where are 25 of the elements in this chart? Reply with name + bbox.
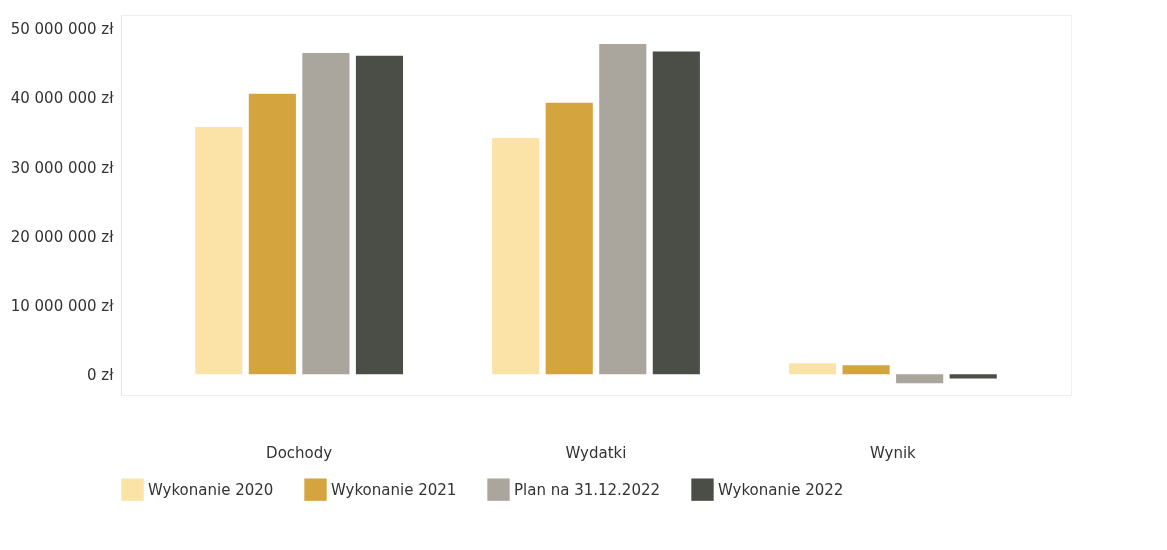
bar [355,55,404,375]
y-tick-label: 30 000 000 zł [10,158,115,177]
legend-label: Wykonanie 2022 [718,480,844,499]
bar [652,51,700,375]
bar [248,93,296,375]
bar [545,102,593,375]
bar [302,53,350,375]
y-tick-label: 0 zł [87,365,115,384]
legend-label: Wykonanie 2020 [148,480,274,499]
bar [842,365,890,375]
legend-label: Wykonanie 2021 [331,480,457,499]
x-tick-label: Wynik [869,443,917,462]
y-tick-label: 50 000 000 zł [10,20,115,39]
legend-label: Plan na 31.12.2022 [514,480,661,499]
bar [788,363,837,375]
y-tick-label: 20 000 000 zł [10,227,115,246]
x-tick-label: Wydatki [565,443,627,462]
y-tick-label: 10 000 000 zł [10,296,115,315]
bar [195,126,243,375]
y-tick-label: 40 000 000 zł [10,89,115,108]
bar [949,374,997,379]
x-tick-label: Dochody [266,443,333,462]
bar [492,137,540,375]
bar [896,374,944,384]
bar [599,44,647,375]
